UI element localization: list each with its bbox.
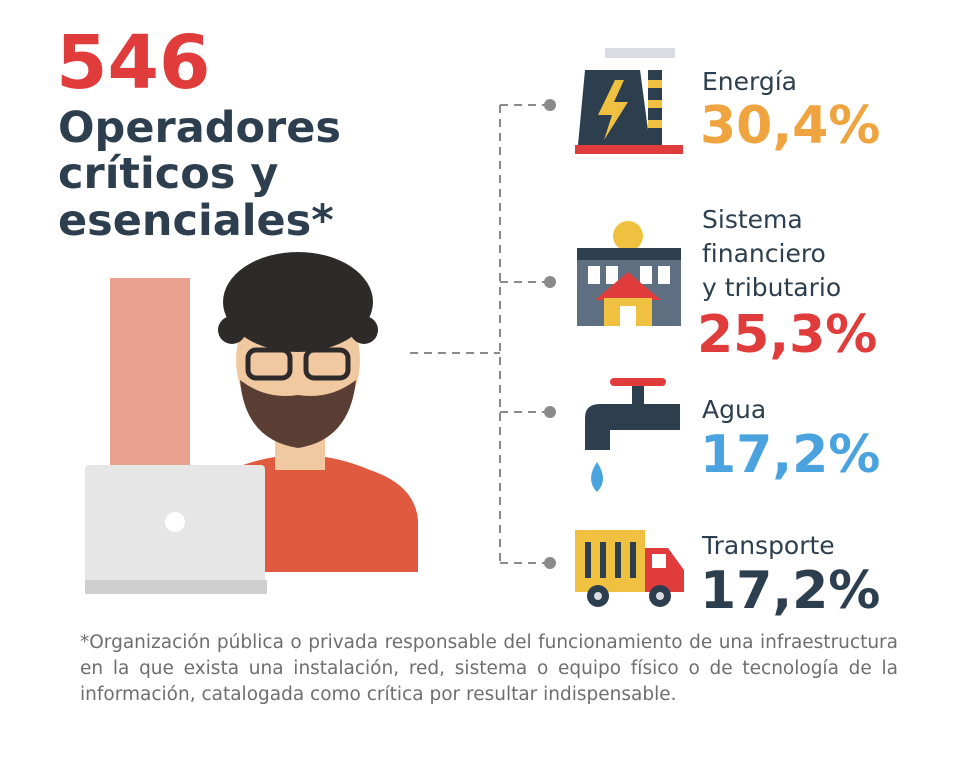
person-illustration [85,252,418,594]
energy-icon [575,48,683,154]
sector-percent: 30,4% [700,96,880,156]
headline-title: críticos y [58,149,278,199]
connectors [410,104,548,564]
headline-title: Operadores [58,103,341,153]
sector-label: Agua [702,395,766,424]
sector-percent: 17,2% [700,561,880,621]
sector-label: y tributario [702,273,841,302]
connector-dots [544,99,556,569]
sector-label: Transporte [701,531,835,560]
transport-icon [575,530,684,607]
sector-percent: 17,2% [700,425,880,485]
footnote: *Organización pública o privada responsa… [80,632,898,705]
sector-percent: 25,3% [697,305,877,365]
bank-icon [577,221,681,326]
water-icon [585,378,680,492]
headline-number: 546 [56,20,210,106]
sector-label: financiero [702,239,826,268]
sector-label: Sistema [702,205,803,234]
sector-label: Energía [702,67,797,96]
headline-title: esenciales* [58,196,334,246]
